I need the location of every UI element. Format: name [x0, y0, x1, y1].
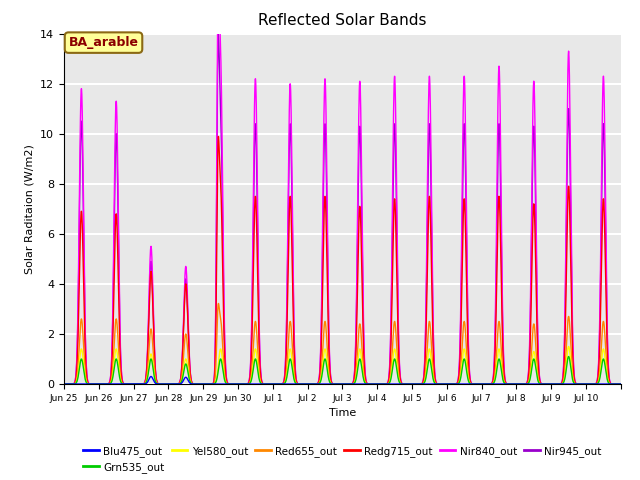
Yel580_out — [617, 381, 625, 387]
Blu475_out — [60, 381, 68, 387]
Grn535_out — [600, 357, 607, 362]
Nir945_out — [294, 381, 302, 387]
Nir945_out — [214, 31, 222, 36]
Nir840_out — [299, 381, 307, 387]
Redg715_out — [294, 381, 302, 387]
Line: Red655_out: Red655_out — [64, 303, 621, 384]
Redg715_out — [325, 342, 333, 348]
Red655_out — [617, 381, 625, 387]
Nir840_out — [465, 353, 472, 359]
Redg715_out — [214, 133, 222, 139]
Nir840_out — [325, 324, 333, 330]
Red655_out — [600, 320, 607, 325]
Line: Yel580_out: Yel580_out — [64, 347, 621, 384]
Redg715_out — [60, 381, 68, 387]
Line: Blu475_out: Blu475_out — [64, 376, 621, 384]
Red655_out — [465, 374, 472, 380]
Redg715_out — [617, 381, 625, 387]
Grn535_out — [465, 378, 472, 384]
Blu475_out — [572, 381, 580, 387]
Grn535_out — [564, 354, 572, 360]
Line: Grn535_out: Grn535_out — [64, 357, 621, 384]
X-axis label: Time: Time — [329, 408, 356, 418]
Nir840_out — [164, 381, 172, 387]
Blu475_out — [465, 381, 472, 387]
Line: Redg715_out: Redg715_out — [64, 136, 621, 384]
Red655_out — [299, 381, 307, 387]
Yel580_out — [564, 344, 572, 349]
Red655_out — [325, 368, 333, 374]
Yel580_out — [298, 381, 306, 387]
Nir945_out — [164, 381, 172, 387]
Nir945_out — [617, 381, 625, 387]
Nir840_out — [60, 381, 68, 387]
Nir945_out — [465, 357, 472, 363]
Blu475_out — [325, 381, 333, 387]
Nir945_out — [600, 130, 608, 135]
Redg715_out — [600, 200, 607, 205]
Blu475_out — [299, 381, 307, 387]
Yel580_out — [324, 373, 332, 379]
Red655_out — [60, 381, 68, 387]
Line: Nir840_out: Nir840_out — [64, 0, 621, 384]
Blu475_out — [617, 381, 625, 387]
Grn535_out — [298, 381, 306, 387]
Yel580_out — [465, 377, 472, 383]
Blu475_out — [294, 381, 302, 387]
Red655_out — [572, 381, 580, 387]
Y-axis label: Solar Raditaion (W/m2): Solar Raditaion (W/m2) — [24, 144, 35, 274]
Nir840_out — [617, 381, 625, 387]
Grn535_out — [617, 381, 625, 387]
Grn535_out — [60, 381, 68, 387]
Yel580_out — [600, 347, 607, 352]
Grn535_out — [324, 375, 332, 381]
Text: BA_arable: BA_arable — [68, 36, 138, 49]
Line: Nir945_out: Nir945_out — [64, 34, 621, 384]
Yel580_out — [60, 381, 68, 387]
Redg715_out — [572, 381, 580, 386]
Nir840_out — [294, 381, 302, 387]
Nir945_out — [299, 381, 307, 387]
Nir840_out — [600, 84, 608, 90]
Legend: Blu475_out, Grn535_out, Yel580_out, Red655_out, Redg715_out, Nir840_out, Nir945_: Blu475_out, Grn535_out, Yel580_out, Red6… — [79, 442, 605, 477]
Blu475_out — [147, 373, 155, 379]
Redg715_out — [465, 361, 472, 367]
Nir945_out — [572, 381, 580, 386]
Blu475_out — [600, 381, 607, 387]
Red655_out — [214, 300, 222, 306]
Nir840_out — [572, 381, 580, 386]
Redg715_out — [299, 381, 307, 387]
Yel580_out — [572, 381, 580, 387]
Title: Reflected Solar Bands: Reflected Solar Bands — [258, 13, 427, 28]
Red655_out — [294, 381, 302, 387]
Grn535_out — [572, 381, 580, 387]
Yel580_out — [294, 381, 301, 387]
Grn535_out — [294, 381, 301, 387]
Nir945_out — [60, 381, 68, 387]
Nir945_out — [325, 333, 333, 338]
